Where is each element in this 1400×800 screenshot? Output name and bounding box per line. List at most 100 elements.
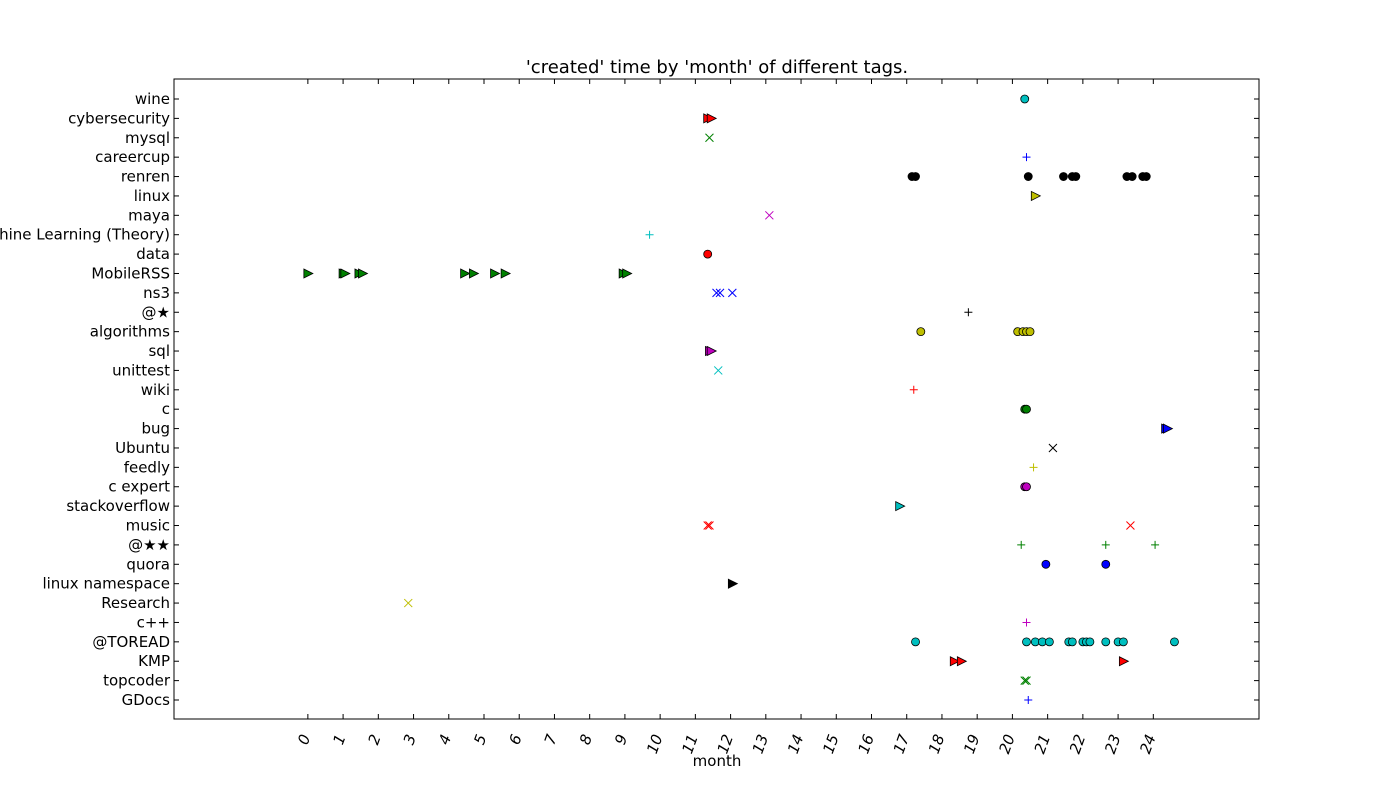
y-tick-label: Research [101,594,170,612]
y-tick-label: data [136,245,170,263]
x-tick-label: 19 [960,732,983,756]
data-point [340,268,351,279]
x-tick-label: 4 [435,732,455,747]
data-point [705,521,714,530]
data-point [1022,482,1031,492]
x-tick-label: 21 [1031,732,1054,756]
y-tick-label: mysql [125,129,170,147]
x-tick-label: 13 [749,732,772,756]
x-tick-label: 3 [400,732,420,747]
data-point [964,308,973,317]
data-point [909,385,918,394]
x-tick-label: 20 [995,732,1018,756]
data-point [1118,656,1130,667]
data-point [1170,637,1179,647]
y-tick-label: Machine Learning (Theory) [0,226,170,244]
x-tick-label: 8 [576,732,596,747]
x-tick-label: 15 [819,732,842,756]
data-point [303,268,314,279]
x-tick-label: 17 [890,732,914,757]
x-tick-label: 18 [925,732,948,756]
data-point [895,500,906,512]
data-point [727,288,737,298]
data-point [1141,172,1151,181]
y-tick-label: wiki [141,381,170,399]
data-point [1101,637,1111,647]
x-tick-label: 7 [541,732,561,748]
data-point [1024,696,1033,704]
data-point [706,113,718,124]
data-point [1023,172,1033,181]
data-point [911,172,920,181]
data-points [303,94,1179,704]
x-tick-label: 23 [1101,732,1124,756]
x-tick-label: 2 [365,732,385,747]
y-tick-label: @★ [142,303,170,321]
x-tick-label: 6 [505,732,525,747]
data-point [727,578,739,589]
y-tick-label: bug [141,420,170,438]
x-tick-label: 16 [854,732,877,756]
data-point [403,598,413,608]
data-point [713,366,723,375]
x-axis: 0 1 2 3 4 5 6 7 8 9 10 11 12 13 14 15 16 17 18 19 20 21 22 23 24 [294,79,1160,756]
data-point [1071,172,1081,181]
x-tick-label: 24 [1136,732,1159,756]
data-point [1022,618,1031,627]
data-point [1101,540,1110,549]
data-point [1044,637,1054,647]
data-point [911,637,920,647]
data-point [916,327,926,337]
data-point [1022,637,1031,647]
data-point [956,656,968,667]
data-point [1163,423,1174,434]
y-tick-label: cybersecurity [68,109,170,127]
data-point [703,249,713,259]
y-tick-label: c expert [108,478,170,496]
data-point [460,268,471,279]
y-tick-label: c [162,400,170,418]
y-tick-label: feedly [124,458,170,476]
data-point [1127,172,1137,181]
plot-area [173,78,1260,720]
x-tick-label: 1 [329,732,349,747]
x-tick-label: 12 [714,732,737,756]
data-point [706,345,718,357]
data-point [1017,540,1026,549]
y-tick-label: @TOREAD [92,633,170,651]
data-point [1041,559,1051,569]
data-point [1059,172,1068,181]
x-tick-label: 0 [294,732,314,747]
y-tick-label: @★★ [128,536,170,554]
y-tick-label: Ubuntu [115,439,170,457]
data-point [1030,190,1042,202]
data-point [1085,637,1095,647]
data-point [1025,327,1035,337]
data-point [1118,637,1128,647]
data-point [469,268,480,279]
data-point [1022,676,1031,685]
data-point [1029,463,1038,472]
y-tick-label: stackoverflow [66,497,170,515]
y-tick-label: MobileRSS [91,264,170,282]
x-tick-label: 11 [678,732,701,756]
data-point [949,656,961,667]
y-tick-label: unittest [112,361,170,379]
y-tick-label: linux [134,187,170,205]
y-tick-label: renren [121,168,170,186]
data-point [622,268,633,279]
y-tick-label: linux namespace [42,575,170,593]
data-point [358,268,369,279]
data-point [703,521,713,530]
y-tick-label: GDocs [122,691,171,709]
x-tick-label: 14 [784,732,807,756]
x-axis-label: month [693,752,742,770]
y-tick-label: maya [128,206,170,224]
data-point [712,288,721,298]
data-point [1126,521,1135,530]
data-point [1022,404,1031,414]
x-tick-label: 9 [611,732,631,747]
data-point [645,230,654,239]
